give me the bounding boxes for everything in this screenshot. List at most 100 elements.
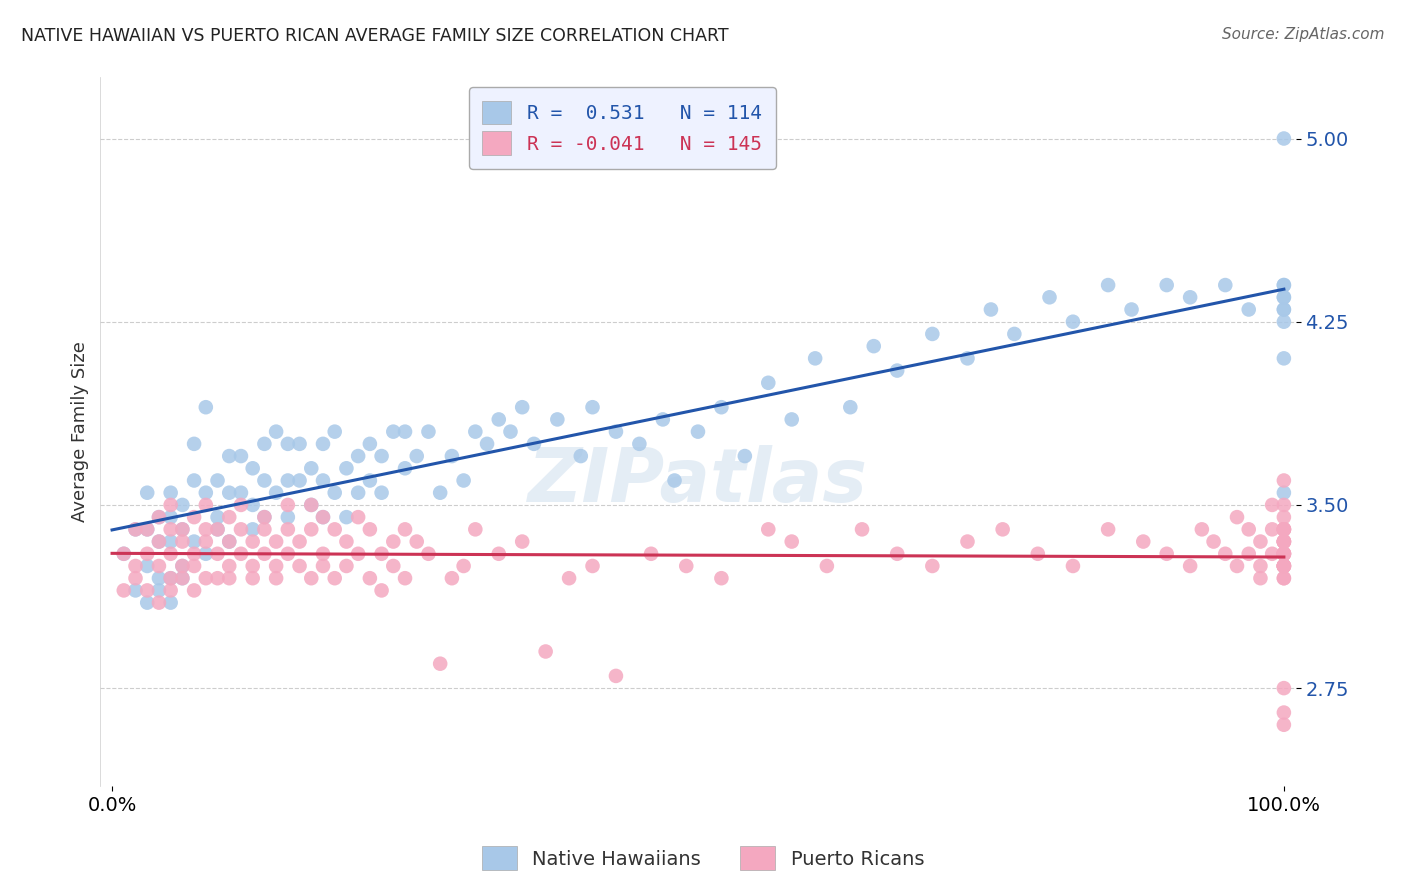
Point [1272, 290, 1295, 304]
Point [172, 534, 194, 549]
Point [1226, 510, 1249, 524]
Point [851, 522, 873, 536]
Point [1156, 278, 1178, 293]
Point [1272, 559, 1295, 574]
Point [1038, 290, 1060, 304]
Point [510, 401, 533, 415]
Point [1213, 278, 1236, 293]
Point [229, 449, 252, 463]
Point [780, 412, 803, 426]
Point [1249, 559, 1271, 574]
Point [183, 583, 205, 598]
Point [112, 547, 135, 561]
Point [510, 534, 533, 549]
Point [686, 425, 709, 439]
Point [148, 571, 170, 585]
Point [815, 559, 838, 574]
Point [183, 510, 205, 524]
Point [194, 522, 217, 536]
Point [148, 534, 170, 549]
Point [312, 510, 335, 524]
Point [394, 425, 416, 439]
Point [405, 449, 427, 463]
Point [323, 485, 346, 500]
Text: NATIVE HAWAIIAN VS PUERTO RICAN AVERAGE FAMILY SIZE CORRELATION CHART: NATIVE HAWAIIAN VS PUERTO RICAN AVERAGE … [21, 27, 728, 45]
Point [1272, 547, 1295, 561]
Point [172, 498, 194, 512]
Point [605, 425, 627, 439]
Point [136, 522, 159, 536]
Point [488, 547, 510, 561]
Point [956, 534, 979, 549]
Point [756, 522, 779, 536]
Point [253, 510, 276, 524]
Point [136, 485, 159, 500]
Point [288, 534, 311, 549]
Point [464, 425, 486, 439]
Point [335, 510, 357, 524]
Point [323, 425, 346, 439]
Point [218, 534, 240, 549]
Point [347, 485, 370, 500]
Point [172, 522, 194, 536]
Point [218, 510, 240, 524]
Point [499, 425, 522, 439]
Point [418, 547, 440, 561]
Point [1237, 547, 1260, 561]
Point [839, 401, 862, 415]
Point [628, 437, 651, 451]
Point [183, 534, 205, 549]
Point [159, 534, 181, 549]
Point [264, 559, 287, 574]
Point [382, 425, 405, 439]
Point [534, 644, 557, 658]
Point [780, 534, 803, 549]
Point [242, 522, 264, 536]
Point [194, 485, 217, 500]
Point [148, 596, 170, 610]
Point [1272, 547, 1295, 561]
Point [183, 559, 205, 574]
Point [1272, 522, 1295, 536]
Point [1272, 534, 1295, 549]
Point [382, 559, 405, 574]
Point [172, 571, 194, 585]
Point [207, 547, 229, 561]
Point [359, 571, 381, 585]
Point [253, 474, 276, 488]
Point [183, 437, 205, 451]
Point [1226, 559, 1249, 574]
Point [207, 474, 229, 488]
Point [453, 559, 475, 574]
Point [664, 474, 686, 488]
Point [558, 571, 581, 585]
Point [159, 485, 181, 500]
Point [1097, 522, 1119, 536]
Point [229, 485, 252, 500]
Point [1237, 522, 1260, 536]
Point [347, 547, 370, 561]
Point [1272, 315, 1295, 329]
Point [1272, 522, 1295, 536]
Point [347, 510, 370, 524]
Point [264, 425, 287, 439]
Point [299, 522, 322, 536]
Point [218, 534, 240, 549]
Point [112, 583, 135, 598]
Point [148, 510, 170, 524]
Point [124, 522, 146, 536]
Point [183, 474, 205, 488]
Point [312, 547, 335, 561]
Point [148, 510, 170, 524]
Point [1272, 559, 1295, 574]
Point [194, 401, 217, 415]
Point [1272, 547, 1295, 561]
Point [569, 449, 592, 463]
Point [218, 449, 240, 463]
Point [1272, 278, 1295, 293]
Point [172, 571, 194, 585]
Point [1272, 290, 1295, 304]
Point [242, 571, 264, 585]
Point [148, 583, 170, 598]
Point [194, 571, 217, 585]
